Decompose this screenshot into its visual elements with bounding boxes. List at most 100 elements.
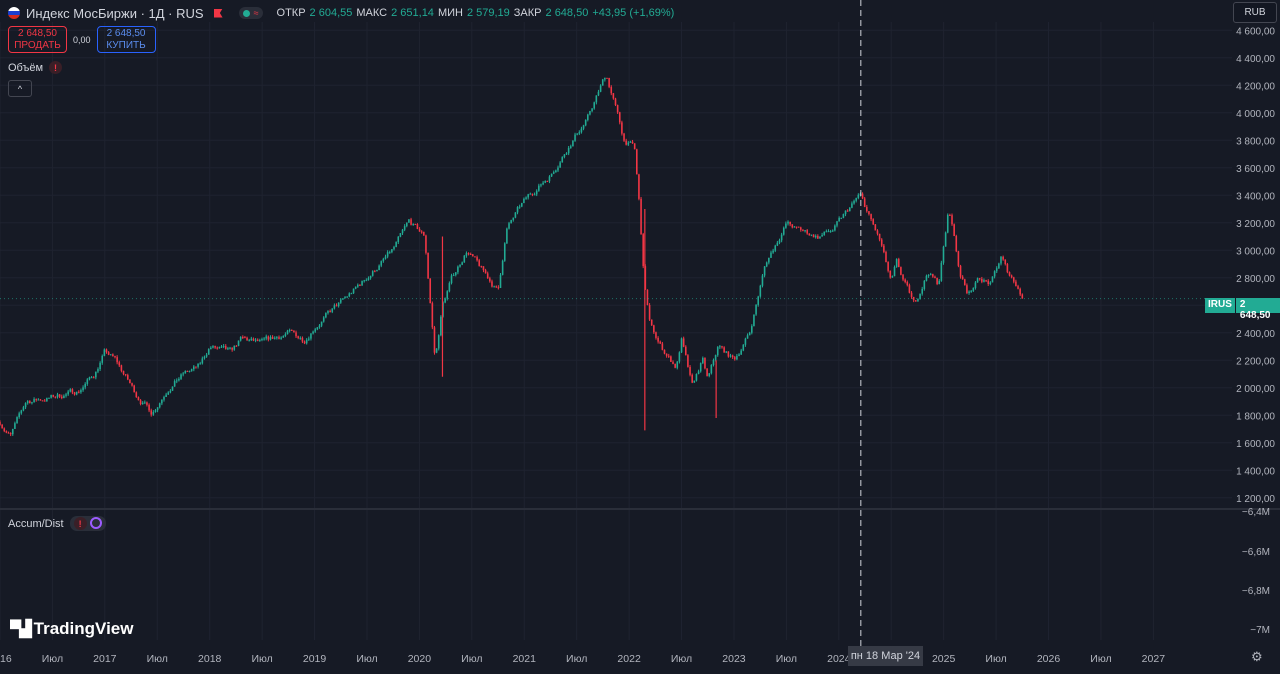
warning-icon[interactable]: ! <box>49 61 63 74</box>
candle-body <box>146 402 148 405</box>
candle-body <box>11 428 14 435</box>
candle-body <box>282 336 285 338</box>
candle-body <box>129 379 131 384</box>
candle-body <box>655 332 657 338</box>
ohlc-value: +43,95 (+1,69%) <box>592 7 675 19</box>
candle-body <box>393 246 395 250</box>
candle-body <box>548 176 551 182</box>
indicator-tick-label: −6,6M <box>1242 547 1270 558</box>
candle-body <box>866 206 868 212</box>
candle-body <box>22 407 25 411</box>
candle-body <box>499 274 502 288</box>
candle-body <box>39 399 42 401</box>
candle-body <box>52 395 55 397</box>
candle-body <box>555 170 557 173</box>
candle-body <box>512 217 515 221</box>
candle-body <box>463 255 466 263</box>
price-tag-value: 2 648,50 <box>1235 298 1280 321</box>
candle-body <box>998 263 1000 269</box>
candle-body <box>212 346 214 348</box>
candle-body <box>642 234 644 267</box>
y-tick-label: 3 600,00 <box>1236 164 1275 175</box>
candle-body <box>919 293 921 299</box>
candle-body <box>320 321 323 326</box>
candle-body <box>955 236 958 252</box>
accum-warning-icon[interactable]: ! <box>73 517 87 530</box>
candle-body <box>335 305 338 307</box>
candle-body <box>273 337 276 339</box>
candle-body <box>346 296 348 298</box>
candle-body <box>531 193 534 195</box>
candle-body <box>610 86 613 94</box>
candle-body <box>981 278 983 282</box>
candle-body <box>161 399 163 404</box>
candle-body <box>640 198 642 235</box>
candle-body <box>399 233 402 237</box>
candle-body <box>316 327 319 330</box>
candle-body <box>993 271 996 277</box>
candle-body <box>587 114 589 120</box>
status-pills[interactable]: ≈ <box>238 7 263 19</box>
candle-body <box>516 207 519 213</box>
candle-body <box>254 339 257 341</box>
candle-body <box>69 389 72 392</box>
candle-body <box>361 281 363 286</box>
candle-body <box>951 215 953 225</box>
gear-icon[interactable]: ⚙ <box>1251 649 1263 664</box>
candle-body <box>900 267 902 275</box>
candle-body <box>663 349 666 354</box>
candle-body <box>695 373 698 381</box>
candle-body <box>295 332 297 337</box>
buy-button[interactable]: 2 648,50 КУПИТЬ <box>96 26 156 53</box>
candle-body <box>751 326 753 333</box>
candle-body <box>41 400 44 402</box>
accum-dist-indicator[interactable]: Accum/Dist ! <box>8 516 106 531</box>
candle-body <box>629 141 632 143</box>
ohlc-key: ОТКР <box>276 7 306 19</box>
candle-body <box>540 184 542 186</box>
candle-body <box>9 433 12 435</box>
candle-body <box>802 229 804 231</box>
x-tick-label: 2026 <box>1037 653 1061 665</box>
candle-body <box>437 335 440 349</box>
candle-body <box>550 173 553 177</box>
candle-body <box>591 108 593 112</box>
sell-button[interactable]: 2 648,50 ПРОДАТЬ <box>8 26 67 53</box>
ohlc-value: 2 579,19 <box>466 7 510 19</box>
candle-body <box>95 371 97 378</box>
candle-body <box>357 284 359 287</box>
candle-body <box>680 338 683 353</box>
candle-body <box>301 337 304 342</box>
trade-panel: 2 648,50 ПРОДАТЬ 0,00 2 648,50 КУПИТЬ <box>8 26 156 53</box>
candle-body <box>787 221 789 224</box>
candle-body <box>878 233 881 240</box>
candle-body <box>844 210 847 215</box>
candle-body <box>983 280 985 282</box>
x-tick-label: 2025 <box>932 653 956 665</box>
candle-body <box>599 85 602 92</box>
x-tick-label: Июл <box>251 653 272 665</box>
candle-body <box>567 147 570 154</box>
red-flag-icon[interactable] <box>213 8 223 18</box>
loop-icon[interactable] <box>89 517 102 529</box>
candle-body <box>729 355 732 357</box>
candle-body <box>936 277 938 285</box>
candle-body <box>276 337 278 339</box>
chevron-up-icon[interactable]: ^ <box>8 80 32 97</box>
ohlc-values: ОТКР 2 604,55 МАКС 2 651,14 МИН 2 579,19 ЗАКР 2… <box>277 7 675 19</box>
candle-body <box>940 262 943 281</box>
candle-body <box>412 224 414 226</box>
volume-indicator[interactable]: Объём ! <box>8 61 63 74</box>
candle-body <box>525 197 527 199</box>
candle-body <box>927 275 930 277</box>
candle-body <box>872 219 875 225</box>
candle-body <box>829 231 832 233</box>
candle-body <box>704 357 706 369</box>
candle-body <box>35 399 38 401</box>
candle-body <box>736 355 738 360</box>
candle-body <box>18 413 20 418</box>
symbol-label[interactable]: Индекс МосБиржи · 1Д · RUS <box>26 5 204 21</box>
candle-body <box>303 341 306 344</box>
currency-button[interactable]: RUB <box>1233 2 1277 23</box>
